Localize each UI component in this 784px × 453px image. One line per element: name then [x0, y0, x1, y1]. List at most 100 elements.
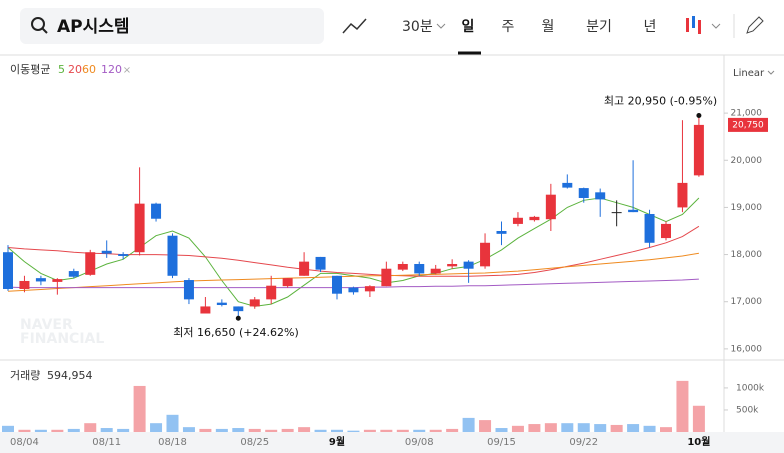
- candle-body: [118, 254, 129, 256]
- period-tab[interactable]: 일: [462, 19, 475, 35]
- x-tick-label: 09/22: [569, 437, 598, 448]
- candle-body: [397, 263, 408, 270]
- extreme-marker: [696, 112, 702, 118]
- volume-bar: [2, 425, 14, 432]
- ma-legend-label: 이동평균: [10, 63, 50, 76]
- interval-select[interactable]: 30분: [402, 19, 433, 35]
- last-price-tag: [728, 117, 768, 132]
- candle-body: [134, 203, 145, 253]
- volume-bar: [627, 424, 640, 432]
- y-tick-label: 500k: [736, 405, 759, 415]
- legend-close[interactable]: ×: [123, 65, 131, 76]
- legend-entry: 120: [101, 63, 122, 76]
- volume-bar: [561, 423, 574, 432]
- x-tick-label: 08/11: [92, 437, 121, 448]
- search-icon: [41, 27, 48, 34]
- volume-bar: [413, 429, 426, 432]
- watermark: NAVER: [20, 317, 73, 333]
- candle-body: [529, 216, 540, 221]
- y-tick-label: 17,000: [731, 297, 763, 307]
- volume-bar: [511, 425, 524, 432]
- chevron: [767, 70, 775, 75]
- volume-bar: [380, 429, 393, 432]
- volume-bar: [577, 423, 590, 432]
- volume-bar: [314, 429, 327, 432]
- volume-bar: [479, 420, 492, 432]
- volume-bar: [643, 425, 656, 432]
- candle-body: [611, 212, 622, 214]
- candle-icon[interactable]: [686, 18, 689, 32]
- volume-bar: [182, 427, 195, 432]
- y-tick-label: 19,000: [731, 203, 763, 213]
- candle-body: [35, 278, 46, 282]
- pencil-icon[interactable]: [746, 16, 764, 34]
- candle-body: [266, 285, 277, 300]
- volume-bar: [232, 428, 245, 432]
- volume-bar: [446, 428, 459, 432]
- extreme-label: 최고 20,950 (-0.95%): [604, 94, 717, 107]
- candle-body: [216, 302, 227, 306]
- volume-bar: [166, 414, 179, 432]
- volume-bar: [51, 429, 64, 432]
- candle-body: [151, 203, 162, 219]
- volume-bar: [199, 428, 212, 432]
- candle-body: [101, 250, 112, 254]
- volume-bar: [150, 423, 163, 432]
- legend-entry: 5: [58, 63, 65, 76]
- candle-body: [381, 268, 392, 287]
- x-axis-band: [0, 432, 784, 453]
- volume-bar: [610, 424, 623, 432]
- volume-bar: [676, 380, 689, 432]
- period-tab[interactable]: 년: [644, 19, 657, 35]
- volume-bar: [660, 427, 672, 432]
- candle-body: [661, 223, 671, 239]
- y-tick-label: 20,000: [731, 156, 763, 166]
- extreme-marker: [235, 315, 241, 321]
- draw-tool-icon[interactable]: [342, 18, 367, 34]
- candle-body: [364, 286, 375, 292]
- volume-bar: [67, 428, 80, 432]
- legend-entry: 60: [82, 63, 96, 76]
- search-box[interactable]: [20, 8, 324, 44]
- candle-body: [299, 261, 310, 276]
- volume-bar: [84, 423, 97, 432]
- candle-body: [562, 182, 573, 188]
- candle-body: [167, 235, 178, 276]
- volume-bar: [363, 429, 376, 432]
- scale-select[interactable]: Linear: [733, 68, 765, 79]
- y-tick-label: 16,000: [731, 344, 763, 354]
- candle-body: [578, 188, 589, 198]
- volume-bar: [34, 429, 47, 432]
- candle-body: [463, 261, 474, 269]
- volume-bar: [18, 429, 31, 432]
- period-tab[interactable]: 월: [542, 19, 555, 35]
- x-tick-label: 08/18: [158, 437, 187, 448]
- y-tick-label: 1000k: [736, 383, 765, 393]
- volume-bar: [133, 385, 146, 432]
- legend-entry: 20: [68, 63, 82, 76]
- x-tick-label: 09/15: [487, 437, 516, 448]
- candle-body: [644, 214, 655, 243]
- period-tab[interactable]: 주: [502, 19, 515, 35]
- volume-bar: [100, 428, 113, 432]
- candle-icon[interactable]: [698, 20, 701, 34]
- candle-body: [85, 252, 96, 275]
- volume-label: 거래량: [10, 369, 40, 382]
- candle-body: [52, 279, 63, 282]
- candle-body: [315, 256, 326, 270]
- candle-body: [677, 182, 688, 208]
- volume-bar: [347, 430, 360, 432]
- candle-icon[interactable]: [692, 16, 695, 28]
- volume-bar: [117, 428, 130, 432]
- x-tick-label: 10월: [687, 436, 710, 448]
- candle-body: [3, 252, 13, 289]
- candle-body: [512, 217, 523, 224]
- volume-bar: [215, 428, 228, 432]
- volume-bar: [248, 428, 261, 432]
- period-tab[interactable]: 분기: [586, 19, 612, 35]
- chevron: [436, 23, 446, 29]
- candle-body: [19, 280, 30, 289]
- candle-body: [183, 280, 194, 300]
- search-text[interactable]: AP시스템: [57, 17, 130, 37]
